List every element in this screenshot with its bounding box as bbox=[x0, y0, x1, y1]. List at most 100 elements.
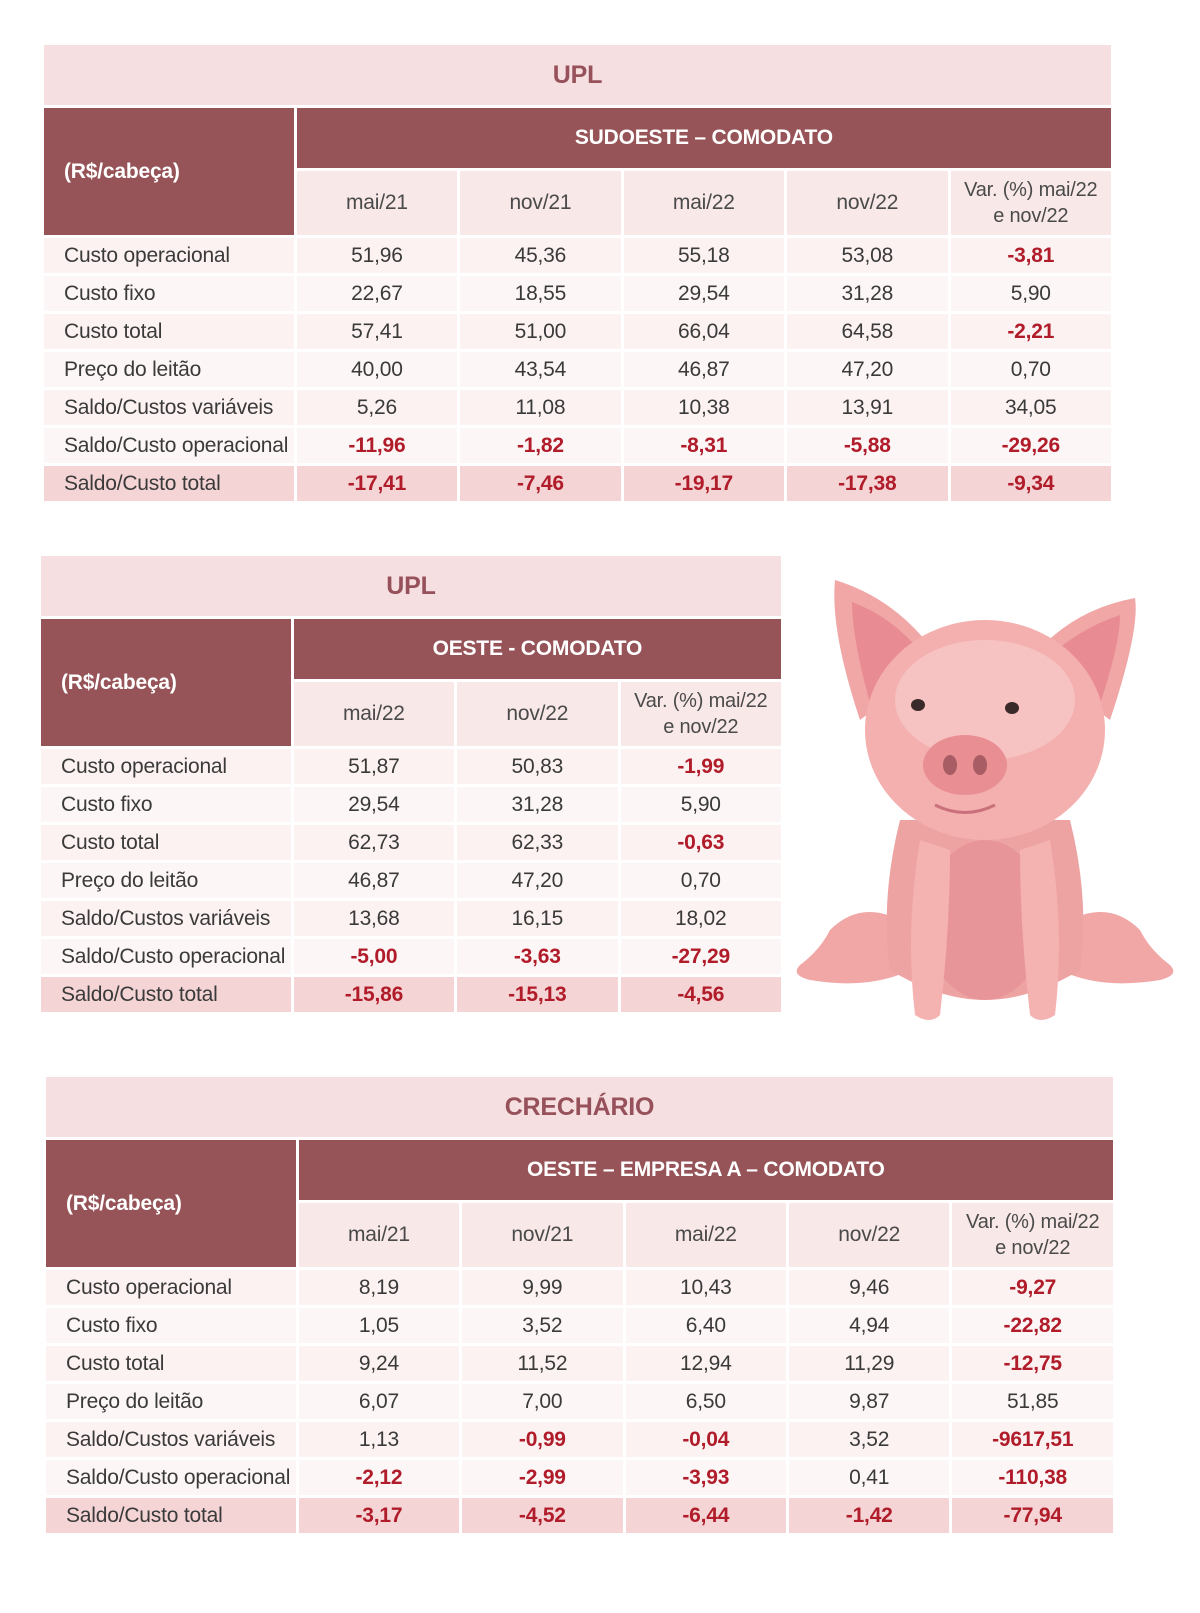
table-row: Saldo/Custo total -3,17 -4,52 -6,44 -1,42 -77… bbox=[46, 1498, 1113, 1533]
region-header: OESTE – EMPRESA A – COMODATO bbox=[298, 1140, 1113, 1200]
value-cell: -3,93 bbox=[625, 1460, 786, 1495]
value-cell: 13,68 bbox=[293, 901, 455, 936]
value-cell: -0,99 bbox=[462, 1422, 623, 1457]
table-row: Saldo/Custo total -15,86 -15,13 -4,56 bbox=[41, 977, 781, 1012]
period-header: mai/22 bbox=[625, 1203, 786, 1267]
table-row: Custo total 9,24 11,52 12,94 11,29 -12,75 bbox=[46, 1346, 1113, 1381]
variation-cell: -12,75 bbox=[952, 1346, 1113, 1381]
value-cell: -15,86 bbox=[293, 977, 455, 1012]
section-title: CRECHÁRIO bbox=[46, 1077, 1113, 1137]
value-cell: 6,07 bbox=[298, 1384, 460, 1419]
region-header: SUDOESTE – COMODATO bbox=[296, 108, 1111, 168]
row-label: Custo operacional bbox=[44, 238, 294, 273]
period-header: nov/22 bbox=[789, 1203, 950, 1267]
value-cell: 29,54 bbox=[293, 787, 455, 822]
value-cell: 11,08 bbox=[460, 390, 621, 425]
value-cell: 5,26 bbox=[296, 390, 458, 425]
value-cell: -1,42 bbox=[789, 1498, 950, 1533]
row-label: Custo fixo bbox=[44, 276, 294, 311]
table-row: Custo fixo 1,05 3,52 6,40 4,94 -22,82 bbox=[46, 1308, 1113, 1343]
value-cell: -1,82 bbox=[460, 428, 621, 463]
variation-cell: -77,94 bbox=[952, 1498, 1113, 1533]
value-cell: 62,73 bbox=[293, 825, 455, 860]
table-row: Saldo/Custos variáveis 13,68 16,15 18,02 bbox=[41, 901, 781, 936]
row-label: Custo operacional bbox=[46, 1270, 296, 1305]
value-cell: 9,99 bbox=[462, 1270, 623, 1305]
variation-cell: 0,70 bbox=[620, 863, 781, 898]
value-cell: -8,31 bbox=[623, 428, 785, 463]
value-cell: 6,50 bbox=[625, 1384, 786, 1419]
value-cell: 13,91 bbox=[787, 390, 948, 425]
value-cell: 53,08 bbox=[787, 238, 948, 273]
table-upl-sudoeste: UPL (R$/cabeça) SUDOESTE – COMODATO mai/… bbox=[41, 42, 1114, 504]
row-label: Saldo/Custo operacional bbox=[41, 939, 291, 974]
variation-cell: -9617,51 bbox=[952, 1422, 1113, 1457]
value-cell: 64,58 bbox=[787, 314, 948, 349]
row-label: Saldo/Custo operacional bbox=[44, 428, 294, 463]
table-row: Saldo/Custos variáveis 5,26 11,08 10,38 13,9… bbox=[44, 390, 1111, 425]
section-title: UPL bbox=[41, 556, 781, 616]
value-cell: -2,12 bbox=[298, 1460, 460, 1495]
period-header: mai/21 bbox=[298, 1203, 460, 1267]
value-cell: 0,41 bbox=[789, 1460, 950, 1495]
table-row: Custo fixo 22,67 18,55 29,54 31,28 5,90 bbox=[44, 276, 1111, 311]
value-cell: -11,96 bbox=[296, 428, 458, 463]
table-row: Preço do leitão 6,07 7,00 6,50 9,87 51,85 bbox=[46, 1384, 1113, 1419]
row-label: Custo total bbox=[46, 1346, 296, 1381]
variation-cell: 0,70 bbox=[950, 352, 1111, 387]
row-label: Preço do leitão bbox=[41, 863, 291, 898]
variation-cell: -9,27 bbox=[952, 1270, 1113, 1305]
value-cell: 12,94 bbox=[625, 1346, 786, 1381]
value-cell: -17,41 bbox=[296, 466, 458, 501]
value-cell: 3,52 bbox=[789, 1422, 950, 1457]
value-cell: -19,17 bbox=[623, 466, 785, 501]
value-cell: 31,28 bbox=[787, 276, 948, 311]
value-cell: -2,99 bbox=[462, 1460, 623, 1495]
value-cell: 10,38 bbox=[623, 390, 785, 425]
table-row: Custo operacional 51,96 45,36 55,18 53,08 -3,… bbox=[44, 238, 1111, 273]
value-cell: -7,46 bbox=[460, 466, 621, 501]
row-label: Saldo/Custos variáveis bbox=[44, 390, 294, 425]
row-label: Custo total bbox=[41, 825, 291, 860]
table-crechario: CRECHÁRIO (R$/cabeça) OESTE – EMPRESA A … bbox=[43, 1074, 1116, 1536]
table-row: Custo total 57,41 51,00 66,04 64,58 -2,21 bbox=[44, 314, 1111, 349]
row-label: Custo operacional bbox=[41, 749, 291, 784]
value-cell: 9,87 bbox=[789, 1384, 950, 1419]
section-title: UPL bbox=[44, 45, 1111, 105]
table-row: Custo fixo 29,54 31,28 5,90 bbox=[41, 787, 781, 822]
row-label: Custo total bbox=[44, 314, 294, 349]
variation-cell: -9,34 bbox=[950, 466, 1111, 501]
table-row: Saldo/Custos variáveis 1,13 -0,99 -0,04 3,52… bbox=[46, 1422, 1113, 1457]
unit-label: (R$/cabeça) bbox=[44, 108, 294, 235]
table-row: Saldo/Custo operacional -2,12 -2,99 -3,93 0,… bbox=[46, 1460, 1113, 1495]
value-cell: 7,00 bbox=[462, 1384, 623, 1419]
value-cell: -3,17 bbox=[298, 1498, 460, 1533]
value-cell: 46,87 bbox=[623, 352, 785, 387]
value-cell: 47,20 bbox=[457, 863, 618, 898]
variation-header: Var. (%) mai/22 e nov/22 bbox=[620, 682, 781, 746]
row-label: Custo fixo bbox=[41, 787, 291, 822]
variation-cell: -3,81 bbox=[950, 238, 1111, 273]
value-cell: 46,87 bbox=[293, 863, 455, 898]
table-row: Preço do leitão 46,87 47,20 0,70 bbox=[41, 863, 781, 898]
variation-cell: -110,38 bbox=[952, 1460, 1113, 1495]
variation-cell: -1,99 bbox=[620, 749, 781, 784]
unit-label: (R$/cabeça) bbox=[46, 1140, 296, 1267]
table-row: Saldo/Custo operacional -5,00 -3,63 -27,29 bbox=[41, 939, 781, 974]
value-cell: -0,04 bbox=[625, 1422, 786, 1457]
variation-cell: -29,26 bbox=[950, 428, 1111, 463]
pig-illustration-icon bbox=[796, 580, 1174, 1020]
value-cell: -17,38 bbox=[787, 466, 948, 501]
value-cell: 16,15 bbox=[457, 901, 618, 936]
value-cell: 62,33 bbox=[457, 825, 618, 860]
value-cell: -4,52 bbox=[462, 1498, 623, 1533]
value-cell: 1,05 bbox=[298, 1308, 460, 1343]
value-cell: 1,13 bbox=[298, 1422, 460, 1457]
unit-label: (R$/cabeça) bbox=[41, 619, 291, 746]
row-label: Saldo/Custos variáveis bbox=[46, 1422, 296, 1457]
value-cell: 9,46 bbox=[789, 1270, 950, 1305]
value-cell: 51,96 bbox=[296, 238, 458, 273]
variation-header: Var. (%) mai/22 e nov/22 bbox=[950, 171, 1111, 235]
variation-header: Var. (%) mai/22 e nov/22 bbox=[952, 1203, 1113, 1267]
value-cell: 55,18 bbox=[623, 238, 785, 273]
